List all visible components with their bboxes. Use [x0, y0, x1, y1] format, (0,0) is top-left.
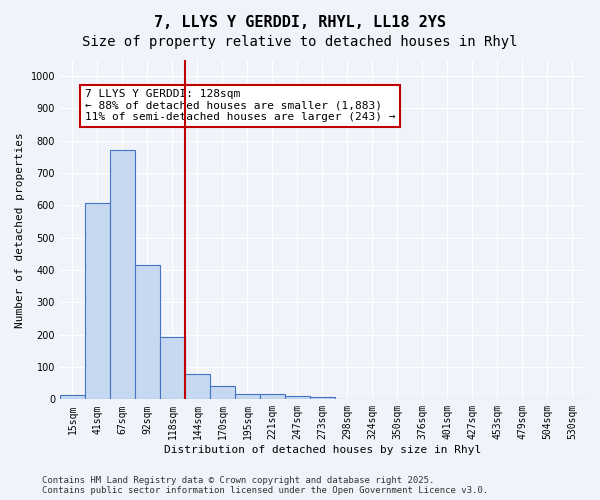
- Bar: [260, 394, 285, 400]
- Bar: [285, 396, 310, 400]
- Text: Contains HM Land Registry data © Crown copyright and database right 2025.
Contai: Contains HM Land Registry data © Crown c…: [42, 476, 488, 495]
- Bar: [160, 338, 185, 400]
- Text: 7 LLYS Y GERDDI: 128sqm
← 88% of detached houses are smaller (1,883)
11% of semi: 7 LLYS Y GERDDI: 128sqm ← 88% of detache…: [85, 89, 395, 122]
- Bar: [185, 374, 210, 400]
- Bar: [310, 396, 335, 400]
- Bar: [135, 265, 160, 400]
- X-axis label: Distribution of detached houses by size in Rhyl: Distribution of detached houses by size …: [164, 445, 481, 455]
- Y-axis label: Number of detached properties: Number of detached properties: [15, 132, 25, 328]
- Text: Size of property relative to detached houses in Rhyl: Size of property relative to detached ho…: [82, 35, 518, 49]
- Bar: [60, 396, 85, 400]
- Bar: [235, 394, 260, 400]
- Bar: [110, 150, 135, 400]
- Bar: [210, 386, 235, 400]
- Text: 7, LLYS Y GERDDI, RHYL, LL18 2YS: 7, LLYS Y GERDDI, RHYL, LL18 2YS: [154, 15, 446, 30]
- Bar: [85, 203, 110, 400]
